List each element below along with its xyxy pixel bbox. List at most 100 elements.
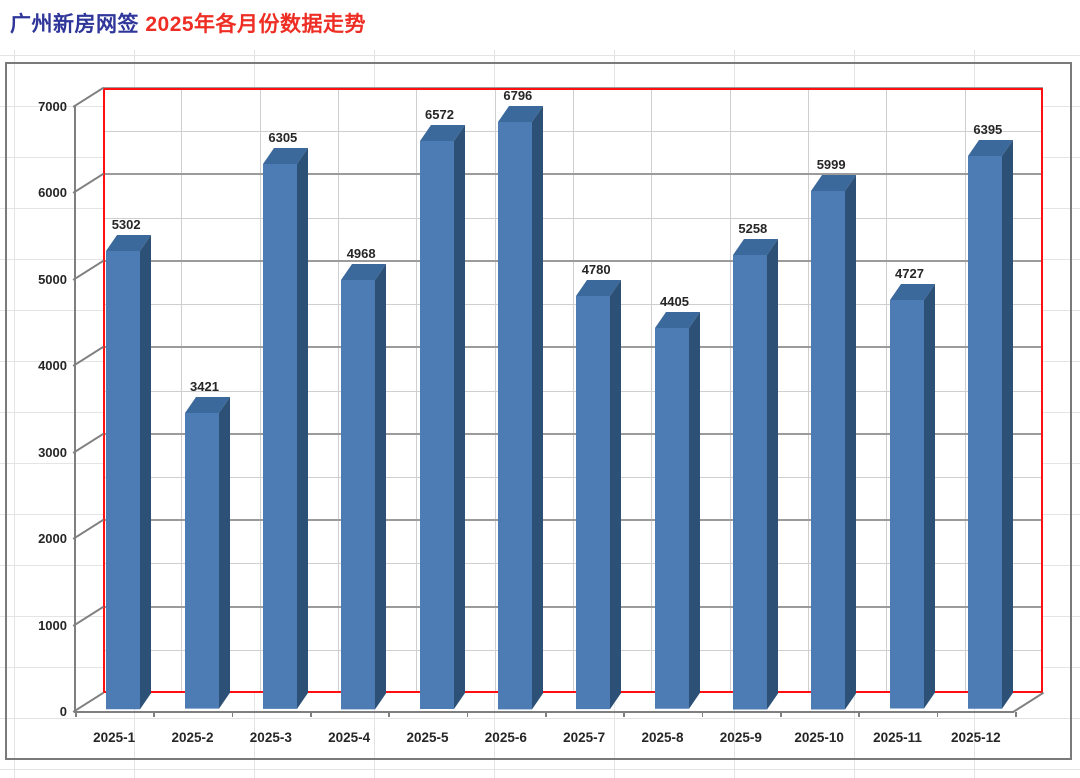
x-axis-label: 2025-8 xyxy=(641,730,684,745)
bar-side-face xyxy=(375,263,387,709)
y-axis-label: 3000 xyxy=(38,444,67,460)
bar-side-face xyxy=(531,105,543,709)
gridline-minor xyxy=(103,390,1043,392)
gridline-major xyxy=(103,259,1043,262)
bar-front-face xyxy=(106,250,141,709)
bar-side-face xyxy=(845,174,857,709)
bar-2025-10 xyxy=(811,174,857,709)
bar-front-face xyxy=(341,279,376,709)
y-axis-label: 1000 xyxy=(38,617,67,633)
x-axis-label: 2025-11 xyxy=(873,730,922,745)
bar-side-face xyxy=(453,124,465,709)
bar-2025-5 xyxy=(419,124,465,709)
bar-side-face xyxy=(688,312,700,709)
bar-side-face xyxy=(1001,140,1013,709)
x-axis-tick xyxy=(310,712,312,717)
bar-2025-12 xyxy=(967,140,1013,709)
bar-value-label: 4405 xyxy=(660,294,689,310)
bar-value-label: 6572 xyxy=(425,106,454,122)
gridline-minor xyxy=(103,476,1043,478)
bar-value-label: 6796 xyxy=(503,87,533,103)
x-axis-tick xyxy=(466,712,469,717)
y-axis-depth-tick xyxy=(72,87,104,108)
y-axis-depth-tick xyxy=(72,605,104,626)
bar-front-face xyxy=(576,295,611,709)
bar-front-face xyxy=(967,156,1002,709)
y-axis-depth-tick xyxy=(72,346,104,367)
bar-top-face xyxy=(184,397,230,414)
bar-2025-9 xyxy=(732,238,778,709)
y-axis-depth-tick xyxy=(72,692,104,713)
gridline-major xyxy=(103,173,1043,176)
gridline-major xyxy=(103,519,1043,522)
y-axis-label: 5000 xyxy=(38,271,67,287)
x-axis-label: 2025-7 xyxy=(563,730,606,745)
x-axis-tick xyxy=(231,712,234,717)
bar-top-face xyxy=(811,174,857,191)
x-axis-label: 2025-4 xyxy=(328,730,371,745)
bar-front-face xyxy=(497,121,532,709)
x-axis-depth-line xyxy=(1012,692,1044,713)
x-axis-tick xyxy=(545,712,547,717)
bar-top-face xyxy=(654,312,700,329)
bar-front-face xyxy=(732,254,767,709)
bar-side-face xyxy=(296,148,308,709)
x-axis-tick xyxy=(701,712,704,717)
bar-2025-1 xyxy=(106,234,152,709)
chart-title: 广州新房网签 2025年各月份数据走势 xyxy=(10,8,366,38)
bar-2025-7 xyxy=(576,279,622,709)
bar-top-face xyxy=(341,263,387,280)
bar-value-label: 5302 xyxy=(111,216,141,232)
bar-side-face xyxy=(766,238,778,709)
bar-2025-11 xyxy=(889,284,935,709)
y-axis-label: 4000 xyxy=(38,358,67,374)
x-axis-label: 2025-2 xyxy=(171,730,214,745)
gridline-minor xyxy=(103,649,1043,651)
bar-front-face xyxy=(184,413,219,709)
y-axis-line xyxy=(74,106,76,713)
bar-value-label: 6395 xyxy=(973,122,1003,138)
bar-2025-6 xyxy=(497,105,543,709)
bar-side-face xyxy=(140,234,152,709)
bar-value-label: 5999 xyxy=(816,156,846,172)
bar-2025-3 xyxy=(262,148,308,709)
gridline-minor xyxy=(103,131,1043,133)
gridline-minor xyxy=(103,563,1043,565)
bar-value-label: 6305 xyxy=(268,130,298,146)
x-axis-label: 2025-12 xyxy=(951,730,1001,745)
bar-front-face xyxy=(262,164,297,709)
x-axis-tick xyxy=(75,712,77,717)
y-axis-depth-tick xyxy=(72,173,104,194)
chart-object-border[interactable] xyxy=(5,62,1072,760)
bar-top-face xyxy=(889,284,935,301)
y-axis-depth-tick xyxy=(72,519,104,540)
x-axis-tick xyxy=(936,712,939,717)
x-axis-label: 2025-6 xyxy=(484,730,527,745)
y-axis-label: 6000 xyxy=(38,185,67,201)
x-axis-label: 2025-3 xyxy=(249,730,292,745)
bar-front-face xyxy=(419,140,454,709)
bar-front-face xyxy=(889,300,924,709)
bar-top-face xyxy=(419,124,465,141)
bar-value-label: 4968 xyxy=(346,245,376,261)
x-axis-tick xyxy=(623,712,625,717)
x-axis-tick xyxy=(858,712,860,717)
bar-top-face xyxy=(732,238,778,255)
chart-title-prefix: 广州新房网签 xyxy=(10,13,139,36)
gridline-minor xyxy=(103,217,1043,219)
x-axis-line xyxy=(74,711,1014,713)
gridline-major xyxy=(103,346,1043,349)
y-axis-label: 7000 xyxy=(38,99,67,114)
bar-top-face xyxy=(497,105,543,122)
bar-2025-8 xyxy=(654,312,700,709)
bar-2025-2 xyxy=(184,397,230,709)
bar-side-face xyxy=(610,279,622,709)
x-axis-label: 2025-9 xyxy=(719,730,762,745)
x-axis-label: 2025-1 xyxy=(93,730,136,745)
x-axis-tick xyxy=(780,712,782,717)
bar-front-face xyxy=(811,190,846,709)
bar-front-face xyxy=(654,328,689,709)
bar-value-label: 4727 xyxy=(895,266,924,282)
